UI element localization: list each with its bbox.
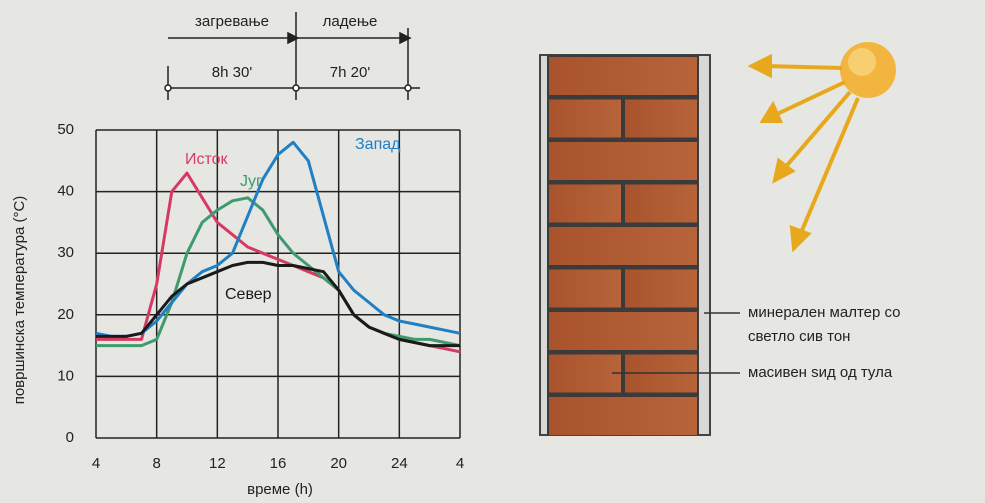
x-tick-label: 24 [391, 455, 408, 472]
brick-wall [540, 55, 710, 435]
series-label: Север [225, 286, 272, 303]
diagram-label: масивен ѕид од тула [748, 364, 893, 381]
x-tick-label: 4 [456, 455, 464, 472]
y-tick-label: 40 [57, 183, 74, 200]
brick [549, 142, 697, 180]
phase-duration: 7h 20' [330, 64, 371, 81]
y-tick-label: 20 [57, 306, 74, 323]
x-tick-label: 8 [152, 455, 160, 472]
y-tick-label: 30 [57, 244, 74, 261]
brick [625, 185, 697, 223]
brick [549, 355, 621, 393]
series-label: Исток [185, 151, 229, 168]
background [0, 0, 985, 503]
phase-name: загревање [195, 13, 269, 30]
phase-name: ладење [323, 13, 378, 30]
y-axis-label: површинска температура (°C) [11, 196, 28, 405]
y-tick-label: 10 [57, 367, 74, 384]
brick [549, 227, 697, 265]
brick [625, 100, 697, 138]
phase-duration: 8h 30' [212, 64, 253, 81]
brick [549, 312, 697, 350]
series-label: Запад [355, 136, 401, 153]
brick [549, 57, 697, 95]
x-tick-label: 12 [209, 455, 226, 472]
brick [549, 100, 621, 138]
y-tick-label: 50 [57, 121, 74, 138]
x-tick-label: 16 [270, 455, 287, 472]
figure: минерален малтер со светло сив тон масив… [0, 0, 985, 503]
brick [549, 185, 621, 223]
y-tick-label: 0 [66, 429, 74, 446]
brick [625, 270, 697, 308]
x-axis-label: време (h) [247, 481, 313, 498]
page: минерален малтер со светло сив тон масив… [0, 0, 985, 503]
brick [549, 397, 697, 435]
diagram-label: светло сив тон [748, 328, 850, 345]
diagram-label: минерален малтер со [748, 304, 901, 321]
x-tick-label: 20 [330, 455, 347, 472]
brick [549, 270, 621, 308]
x-tick-label: 4 [92, 455, 100, 472]
